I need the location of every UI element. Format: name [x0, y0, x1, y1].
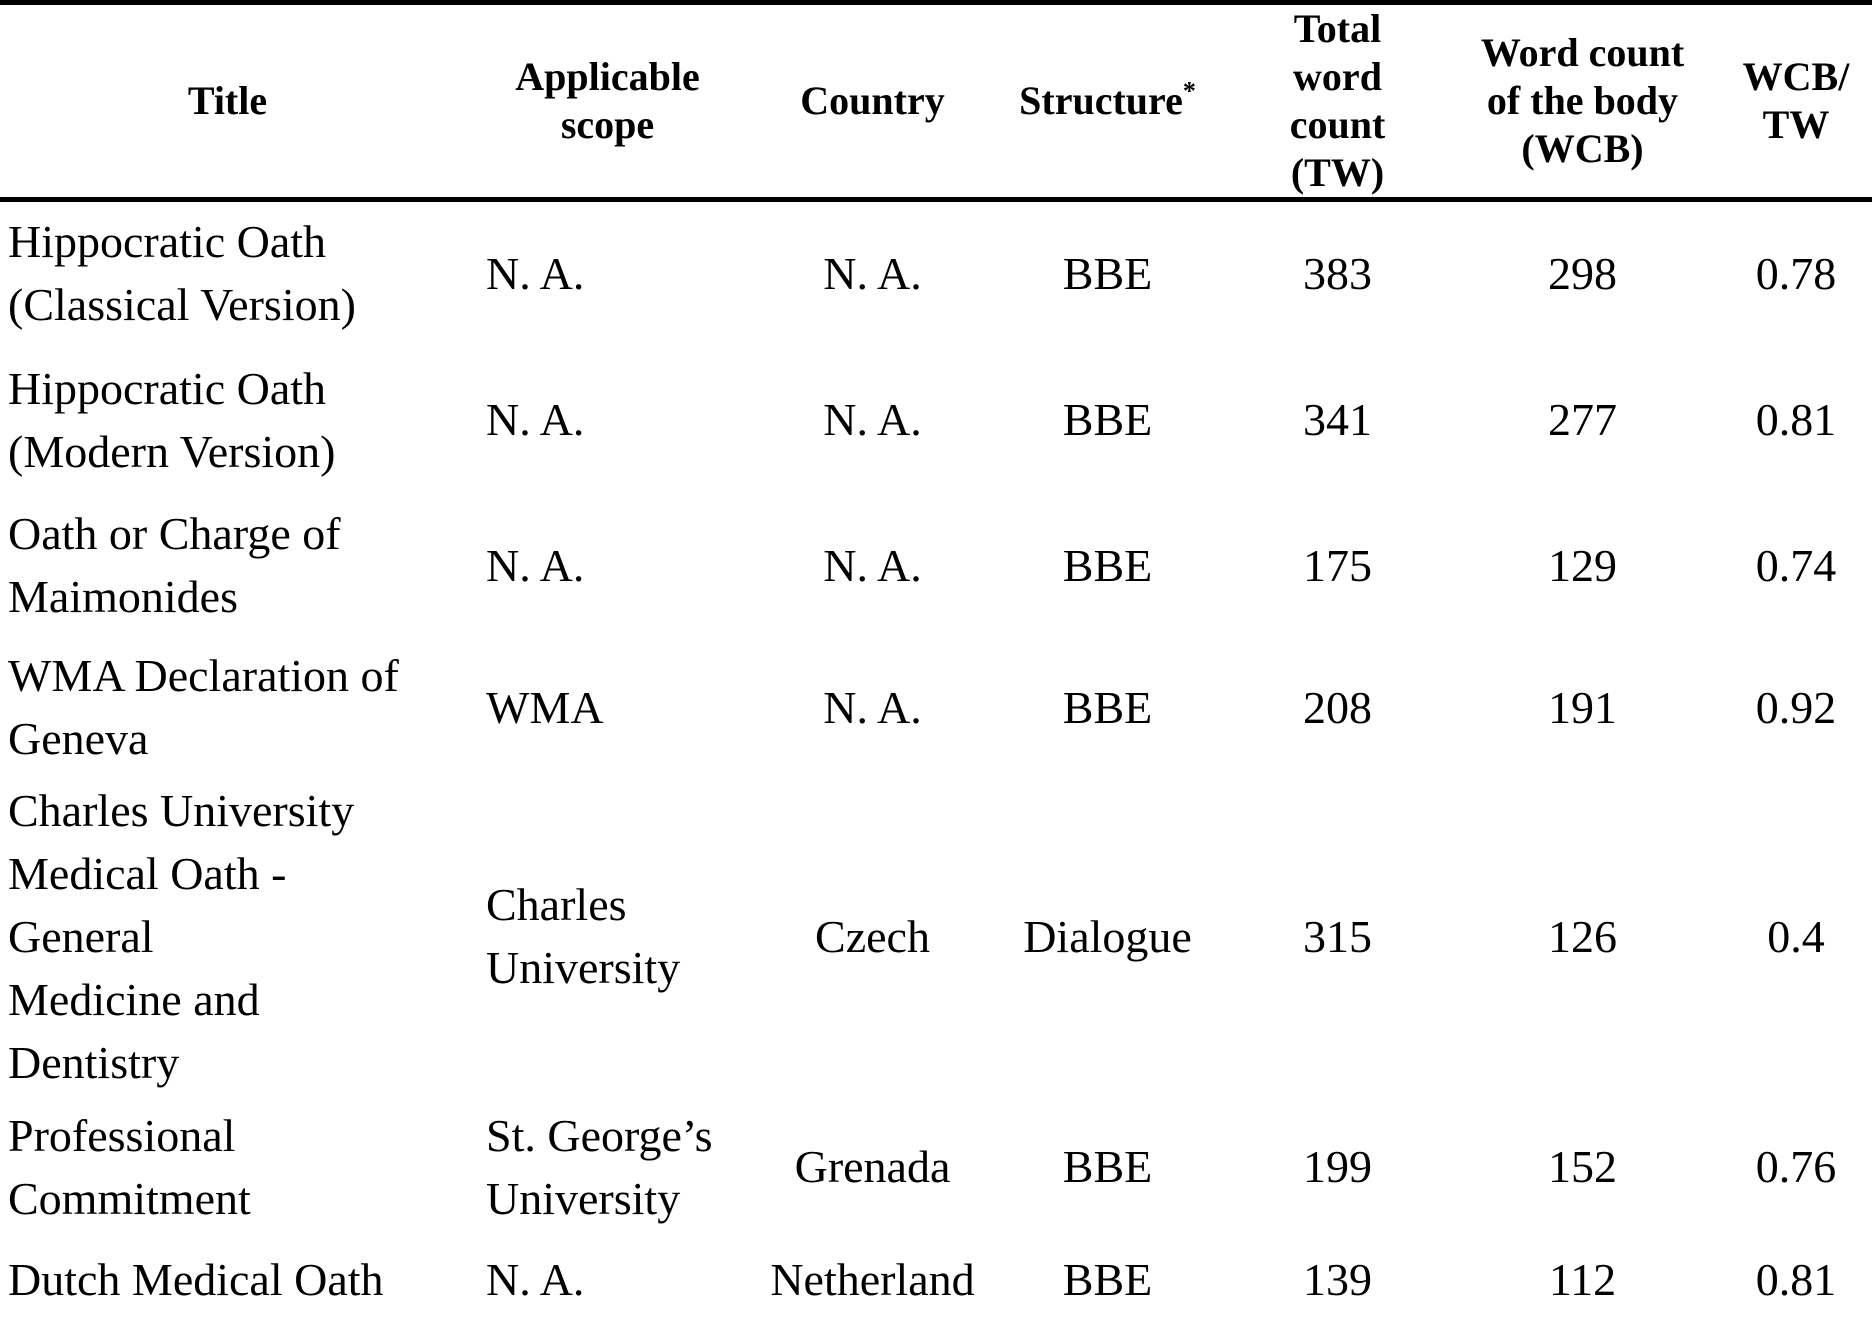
- cell-structure: BBE: [1062, 681, 1153, 733]
- cell-title: Professional Commitment: [8, 1109, 251, 1224]
- table-row: Hippocratic Oath (Modern Version) N. A. …: [0, 345, 1872, 495]
- cell-wcb-tw-ratio: 0.92: [1755, 681, 1837, 733]
- cell-total-word-count: 199: [1303, 1141, 1372, 1192]
- cell-country: Czech: [815, 910, 930, 962]
- cell-applicable-scope: N. A.: [486, 247, 585, 299]
- cell-country: Grenada: [794, 1141, 951, 1192]
- cell-country: N. A.: [823, 247, 922, 299]
- table-row: WMA Declaration of Geneva WMA N. A. BBE …: [0, 636, 1872, 779]
- column-header-structure: Structure*: [985, 2, 1230, 202]
- cell-applicable-scope: St. George’s University: [486, 1109, 713, 1224]
- cell-word-count-body: 126: [1548, 910, 1617, 962]
- table-row: Professional Commitment St. George’s Uni…: [0, 1094, 1872, 1240]
- table-row: Oath or Charge of Maimonides N. A. N. A.…: [0, 495, 1872, 636]
- cell-wcb-tw-ratio: 0.4: [1767, 910, 1825, 962]
- cell-title: WMA Declaration of Geneva: [8, 650, 399, 764]
- cell-total-word-count: 315: [1303, 910, 1372, 962]
- table-row: Charles University Medical Oath - Genera…: [0, 779, 1872, 1094]
- cell-total-word-count: 383: [1303, 247, 1372, 299]
- column-header-title: Title: [0, 2, 455, 202]
- cell-structure: BBE: [1062, 394, 1153, 445]
- structure-footnote-marker: *: [1182, 76, 1196, 106]
- cell-structure: BBE: [1062, 1141, 1153, 1192]
- column-header-country: Country: [760, 2, 985, 202]
- column-header-word-count-body: Word count of the body (WCB): [1445, 2, 1720, 202]
- column-header-wcb-tw-ratio: WCB/ TW: [1720, 2, 1872, 202]
- cell-word-count-body: 152: [1548, 1141, 1617, 1192]
- table-row: Dutch Medical Oath N. A. Netherland BBE …: [0, 1240, 1872, 1320]
- cell-title: Charles University Medical Oath - Genera…: [8, 784, 355, 1088]
- cell-word-count-body: 191: [1548, 681, 1617, 733]
- cell-country: N. A.: [823, 539, 922, 591]
- cell-word-count-body: 112: [1548, 1254, 1617, 1305]
- cell-country: Netherland: [770, 1254, 975, 1305]
- cell-wcb-tw-ratio: 0.74: [1755, 539, 1837, 591]
- column-header-applicable-scope: Applicable scope: [455, 2, 760, 202]
- cell-wcb-tw-ratio: 0.81: [1755, 394, 1837, 445]
- cell-title: Hippocratic Oath (Classical Version): [8, 216, 356, 331]
- cell-title: Oath or Charge of Maimonides: [8, 508, 341, 622]
- cell-wcb-tw-ratio: 0.81: [1755, 1254, 1837, 1305]
- column-header-total-word-count: Total word count (TW): [1230, 2, 1445, 202]
- cell-title: Hippocratic Oath (Modern Version): [8, 362, 336, 477]
- cell-applicable-scope: N. A.: [486, 539, 585, 591]
- structure-header-label: Structure: [1019, 78, 1183, 123]
- cell-country: N. A.: [823, 394, 922, 445]
- cell-applicable-scope: N. A.: [486, 1254, 585, 1305]
- cell-word-count-body: 129: [1548, 539, 1617, 591]
- cell-wcb-tw-ratio: 0.78: [1755, 247, 1837, 299]
- table-header-row: Title Applicable scope Country Structure…: [0, 2, 1872, 202]
- cell-country: N. A.: [823, 681, 922, 733]
- cell-applicable-scope: Charles University: [486, 879, 681, 993]
- cell-total-word-count: 139: [1303, 1254, 1372, 1305]
- cell-title: Dutch Medical Oath: [8, 1254, 384, 1305]
- cell-total-word-count: 208: [1303, 681, 1372, 733]
- cell-total-word-count: 341: [1303, 394, 1372, 445]
- cell-wcb-tw-ratio: 0.76: [1755, 1141, 1837, 1192]
- cell-structure: Dialogue: [1023, 910, 1192, 962]
- cell-word-count-body: 298: [1548, 247, 1617, 299]
- cell-total-word-count: 175: [1303, 539, 1372, 591]
- cell-applicable-scope: WMA: [486, 681, 604, 733]
- cell-applicable-scope: N. A.: [486, 394, 585, 445]
- cell-structure: BBE: [1062, 247, 1153, 299]
- table-row: Hippocratic Oath (Classical Version) N. …: [0, 200, 1872, 345]
- cell-structure: BBE: [1062, 1254, 1153, 1305]
- cell-word-count-body: 277: [1548, 394, 1617, 445]
- cell-structure: BBE: [1062, 539, 1153, 591]
